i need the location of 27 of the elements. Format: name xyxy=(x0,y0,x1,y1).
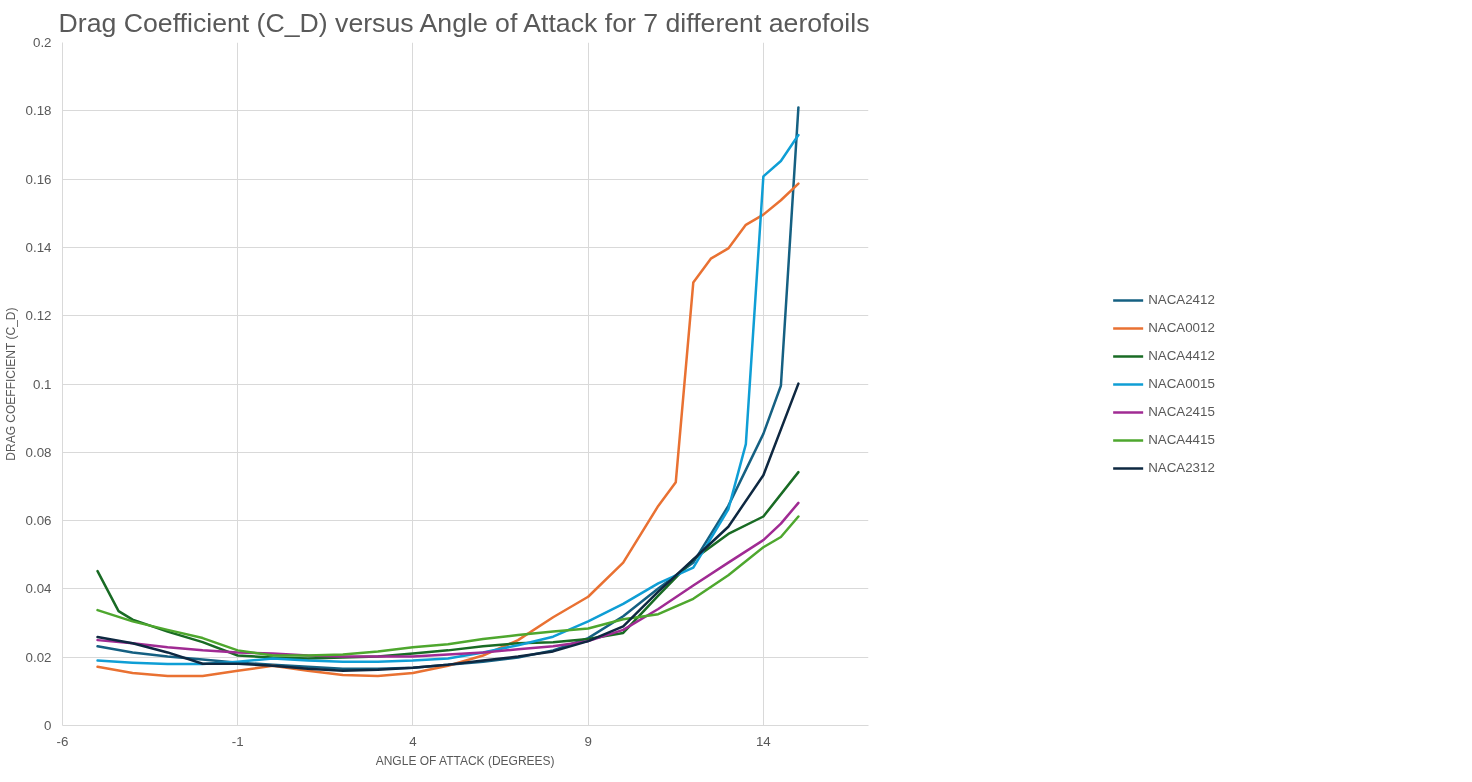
x-tick-label: -6 xyxy=(56,733,69,749)
y-tick-label: 0.2 xyxy=(32,35,52,50)
y-tick-label: 0.1 xyxy=(32,376,52,392)
y-tick-label: 0 xyxy=(44,718,52,733)
chart-title: Drag Coefficient (C_D) versus Angle of Attack for 7 different aerofoils xyxy=(58,7,870,38)
legend-label: NACA0012 xyxy=(1148,320,1215,335)
legend-label: NACA2412 xyxy=(1148,292,1215,307)
y-tick-label: 0.16 xyxy=(25,171,52,187)
legend-label: NACA4412 xyxy=(1148,348,1215,363)
line-series xyxy=(96,382,800,673)
x-axis-title: ANGLE OF ATTACK (DEGREES) xyxy=(375,753,555,768)
x-tick-label: 14 xyxy=(755,733,772,749)
y-tick-label: 0.04 xyxy=(25,581,53,597)
x-tick-label: 9 xyxy=(584,733,592,749)
y-tick-label: 0.12 xyxy=(25,308,52,324)
y-tick-label: 0.02 xyxy=(25,649,52,665)
x-tick-label: 4 xyxy=(409,733,418,749)
legend-label: NACA2415 xyxy=(1148,404,1215,419)
x-tick-label: -1 xyxy=(231,733,244,749)
legend-label: NACA2312 xyxy=(1148,460,1215,475)
y-tick-label: 0.18 xyxy=(25,103,52,119)
legend-label: NACA4415 xyxy=(1148,432,1215,447)
y-tick-label: 0.06 xyxy=(25,513,52,529)
y-axis-title: DRAG COEFFICIENT (C_D) xyxy=(3,307,18,461)
legend-label: NACA0015 xyxy=(1148,376,1215,391)
y-tick-label: 0.14 xyxy=(25,239,53,255)
y-tick-label: 0.08 xyxy=(25,444,52,460)
